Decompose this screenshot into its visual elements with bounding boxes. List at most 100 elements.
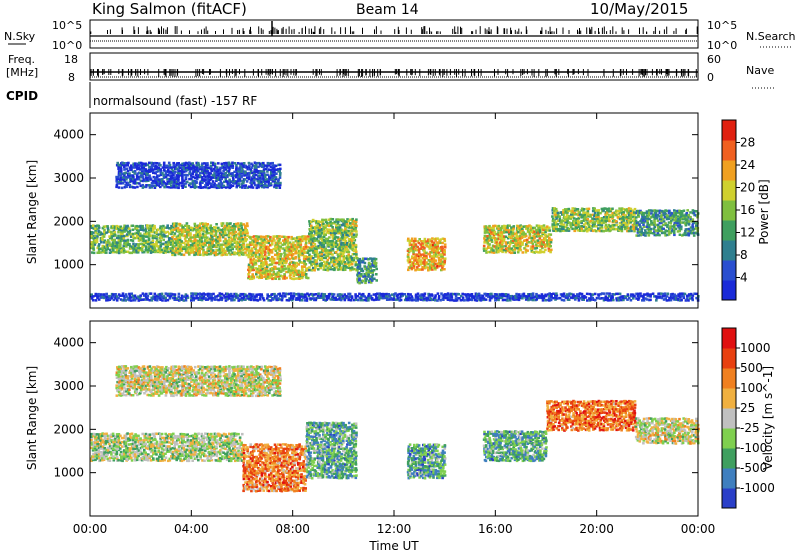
data-cell bbox=[277, 267, 281, 270]
data-cell bbox=[123, 174, 126, 177]
data-cell bbox=[206, 249, 209, 253]
data-cell bbox=[94, 294, 97, 297]
data-cell bbox=[347, 231, 350, 234]
data-cell bbox=[501, 247, 504, 251]
data-cell bbox=[177, 292, 181, 296]
data-cell bbox=[327, 252, 331, 256]
data-cell bbox=[272, 235, 275, 238]
data-cell bbox=[519, 248, 523, 252]
data-cell bbox=[287, 270, 290, 274]
data-cell bbox=[358, 277, 361, 280]
data-cell bbox=[189, 249, 193, 253]
data-cell bbox=[167, 250, 171, 254]
data-cell bbox=[341, 231, 344, 234]
data-cell bbox=[486, 241, 490, 244]
data-cell bbox=[90, 226, 94, 229]
data-cell bbox=[241, 248, 245, 252]
data-cell bbox=[686, 209, 689, 212]
data-cell bbox=[115, 295, 119, 298]
data-cell bbox=[527, 236, 531, 240]
data-cell bbox=[308, 220, 311, 223]
data-cell bbox=[178, 249, 182, 253]
data-cell bbox=[269, 267, 272, 271]
data-cell bbox=[265, 180, 269, 183]
data-cell bbox=[257, 181, 261, 185]
data-cell bbox=[422, 253, 425, 256]
data-cell bbox=[267, 162, 271, 165]
data-cell bbox=[238, 174, 241, 177]
data-cell bbox=[256, 179, 260, 183]
data-cell bbox=[189, 226, 193, 229]
data-cell bbox=[231, 294, 234, 298]
data-cell bbox=[151, 168, 155, 171]
data-cell bbox=[229, 245, 232, 248]
data-cell bbox=[262, 171, 266, 175]
data-cell bbox=[277, 240, 281, 243]
data-cell bbox=[110, 234, 114, 238]
data-cell bbox=[242, 162, 246, 165]
data-cell bbox=[689, 226, 693, 229]
data-cell bbox=[613, 224, 616, 227]
data-cell bbox=[128, 185, 132, 189]
data-cell bbox=[234, 236, 238, 239]
data-cell bbox=[123, 178, 126, 182]
data-cell bbox=[369, 257, 372, 260]
data-cell bbox=[247, 265, 251, 268]
data-cell bbox=[543, 245, 547, 248]
data-cell bbox=[164, 172, 168, 175]
data-cell bbox=[196, 239, 200, 243]
data-cell bbox=[184, 251, 188, 254]
data-cell bbox=[177, 178, 180, 181]
data-cell bbox=[308, 246, 312, 250]
data-cell bbox=[203, 224, 207, 227]
data-cell bbox=[495, 227, 499, 230]
data-cell bbox=[353, 224, 356, 227]
data-cell bbox=[255, 272, 258, 276]
data-cell bbox=[609, 214, 612, 217]
data-cell bbox=[179, 247, 182, 250]
data-cell bbox=[263, 275, 266, 279]
data-cell bbox=[267, 241, 271, 245]
data-cell bbox=[425, 243, 428, 247]
data-cell bbox=[334, 263, 338, 266]
data-cell bbox=[269, 183, 273, 187]
data-cell bbox=[101, 249, 104, 252]
data-cell bbox=[153, 234, 156, 238]
data-cell bbox=[367, 273, 370, 276]
data-cell bbox=[302, 257, 306, 260]
data-cell bbox=[637, 209, 640, 213]
data-cell bbox=[119, 225, 123, 228]
data-cell bbox=[159, 182, 162, 185]
data-cell bbox=[193, 182, 197, 185]
data-cell bbox=[441, 255, 444, 258]
data-cell bbox=[167, 241, 171, 244]
data-cell bbox=[244, 184, 248, 187]
data-cell bbox=[190, 299, 193, 302]
data-cell bbox=[139, 238, 143, 242]
data-cell bbox=[350, 241, 354, 245]
data-cell bbox=[670, 230, 674, 233]
data-cell bbox=[260, 271, 263, 274]
data-cell bbox=[150, 230, 153, 234]
data-cell bbox=[226, 295, 229, 298]
data-cell bbox=[340, 241, 343, 245]
data-cell bbox=[342, 260, 345, 263]
data-cell bbox=[548, 229, 552, 232]
data-cell bbox=[177, 182, 180, 185]
data-cell bbox=[238, 224, 242, 227]
data-cell bbox=[541, 241, 544, 244]
data-cell bbox=[597, 227, 600, 230]
data-cell bbox=[184, 176, 188, 179]
data-cell bbox=[103, 251, 107, 254]
data-cell bbox=[311, 239, 315, 243]
data-cell bbox=[141, 298, 145, 301]
data-cell bbox=[669, 231, 673, 235]
data-cell bbox=[340, 233, 343, 237]
data-cell bbox=[329, 233, 333, 236]
data-cell bbox=[246, 165, 249, 169]
data-cell bbox=[684, 228, 688, 231]
data-cell bbox=[124, 164, 128, 167]
data-cell bbox=[429, 263, 432, 266]
data-cell bbox=[336, 259, 340, 262]
data-cell bbox=[437, 251, 441, 255]
